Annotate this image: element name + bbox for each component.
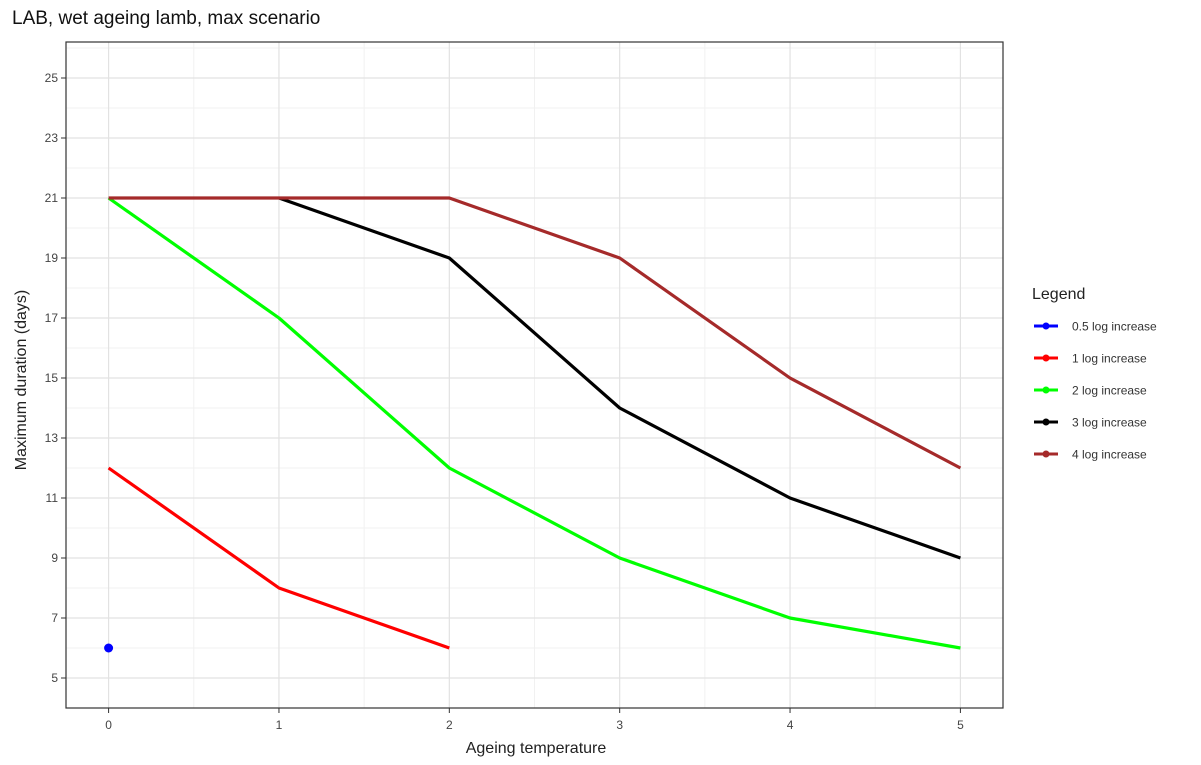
legend: Legend 0.5 log increase 1 log increase 2 l… (1032, 286, 1157, 462)
series-layer (104, 196, 962, 653)
chart-title: LAB, wet ageing lamb, max scenario (12, 8, 320, 29)
x-tick-label: 3 (616, 718, 623, 732)
series-line (278, 196, 961, 560)
y-tick-label: 5 (51, 671, 58, 685)
series-point (104, 643, 114, 653)
series-line (108, 196, 962, 470)
legend-key-point (1042, 354, 1050, 362)
series-line (107, 196, 961, 650)
legend-label: 1 log increase (1072, 352, 1147, 366)
y-axis-title: Maximum duration (days) (13, 290, 30, 471)
series-2 (107, 466, 450, 650)
series-1 (104, 643, 114, 653)
series-5 (108, 196, 962, 470)
series-3 (107, 196, 961, 650)
y-tick-label: 13 (45, 431, 59, 445)
y-tick-label: 19 (45, 251, 59, 265)
legend-item: 4 log increase (1034, 448, 1147, 462)
x-axis-title: Ageing temperature (466, 740, 607, 757)
y-tick-label: 11 (46, 491, 59, 505)
x-axis: 0 1 2 3 4 5 (105, 708, 964, 732)
x-tick-label: 2 (446, 718, 453, 732)
plot-area (65, 41, 1004, 709)
legend-key-point (1042, 322, 1050, 330)
x-tick-label: 4 (787, 718, 794, 732)
x-tick-label: 0 (105, 718, 112, 732)
y-tick-label: 21 (45, 191, 59, 205)
legend-title: Legend (1032, 286, 1085, 303)
y-tick-label: 15 (45, 371, 59, 385)
y-tick-label: 25 (45, 71, 59, 85)
series-line (107, 466, 450, 650)
legend-item: 0.5 log increase (1034, 320, 1157, 334)
legend-key-point (1042, 386, 1050, 394)
major-gridlines (66, 42, 1003, 708)
y-axis: 5 7 9 11 13 15 17 19 21 23 25 (45, 71, 66, 685)
legend-item: 3 log increase (1034, 416, 1147, 430)
legend-item: 2 log increase (1034, 384, 1147, 398)
x-tick-label: 5 (957, 718, 964, 732)
y-tick-label: 7 (51, 611, 58, 625)
y-tick-label: 23 (45, 131, 59, 145)
legend-label: 4 log increase (1072, 448, 1147, 462)
legend-key-point (1042, 418, 1050, 426)
plot-border (65, 41, 1004, 709)
legend-items: 0.5 log increase 1 log increase 2 log incr… (1034, 320, 1157, 462)
legend-item: 1 log increase (1034, 352, 1147, 366)
x-tick-label: 1 (276, 718, 283, 732)
y-tick-label: 9 (51, 551, 58, 565)
legend-label: 0.5 log increase (1072, 320, 1157, 334)
legend-label: 3 log increase (1072, 416, 1147, 430)
legend-key-point (1042, 450, 1050, 458)
y-tick-label: 17 (45, 311, 59, 325)
legend-label: 2 log increase (1072, 384, 1147, 398)
series-4 (278, 196, 961, 560)
